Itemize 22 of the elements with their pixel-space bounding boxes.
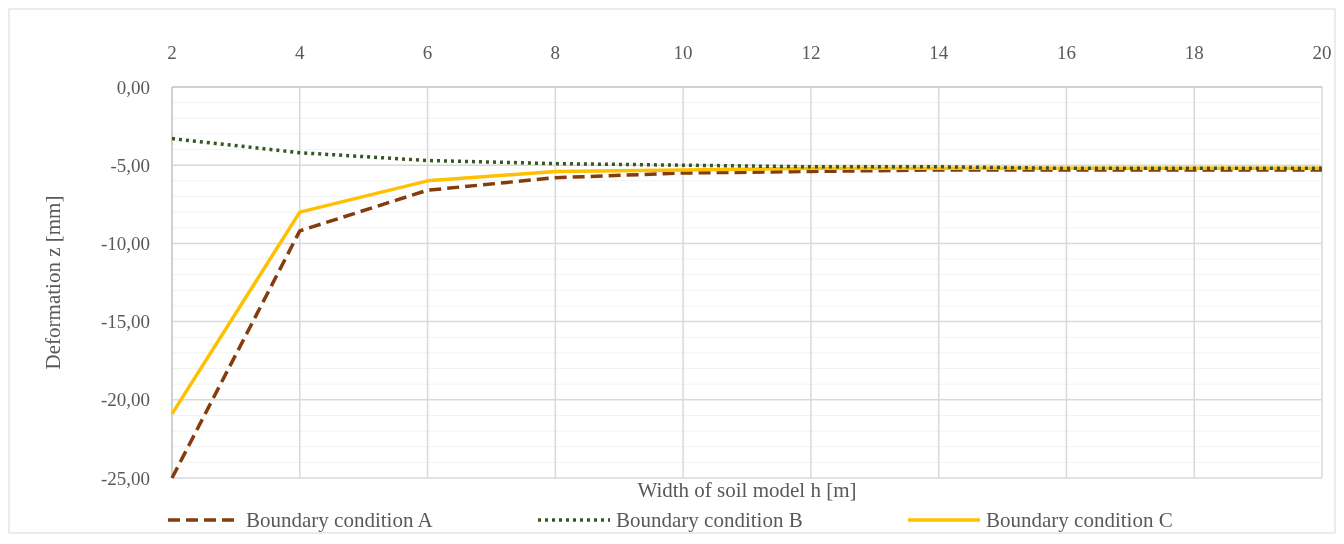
x-tick-label: 4 [295, 41, 306, 63]
x-tick-label: 18 [1184, 41, 1204, 63]
x-tick-label: 10 [673, 41, 693, 63]
x-tick-label: 2 [167, 41, 177, 63]
legend-label: Boundary condition A [246, 508, 434, 533]
x-tick-label: 16 [1056, 41, 1076, 63]
x-tick-label: 8 [550, 41, 561, 63]
y-tick-label: -15,00 [100, 311, 150, 333]
x-tick-label: 6 [422, 41, 433, 63]
y-axis-title: Deformation z [mm] [41, 195, 66, 370]
line-series [170, 136, 1324, 171]
legend-label: Boundary condition B [616, 508, 803, 533]
x-tick-label: 14 [929, 41, 949, 63]
y-tick-label: -25,00 [100, 467, 150, 489]
x-tick-label: 20 [1312, 41, 1332, 63]
y-tick-label: -5,00 [110, 154, 150, 176]
y-tick-label: -10,00 [100, 233, 150, 255]
y-tick-label: -20,00 [100, 389, 150, 411]
x-axis-title: Width of soil model h [m] [637, 478, 857, 503]
x-tick-label: 12 [801, 41, 821, 63]
y-tick-label: 0,00 [116, 76, 150, 98]
legend-label: Boundary condition C [986, 508, 1173, 533]
